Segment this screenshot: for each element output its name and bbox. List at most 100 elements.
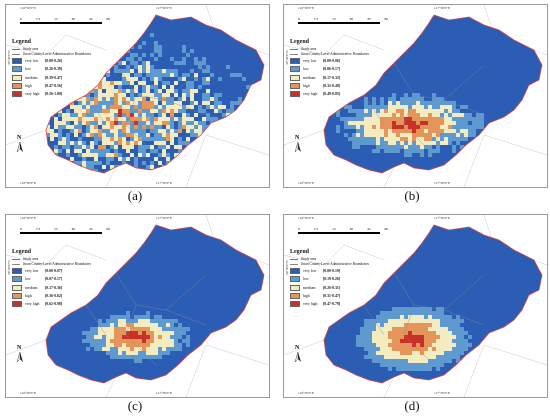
legend-class-label: low xyxy=(25,277,31,282)
legend-swatch xyxy=(12,66,22,73)
legend-swatch xyxy=(12,74,22,81)
lon-label-top-left: 116°30'0"E xyxy=(20,216,36,220)
study-area-outline xyxy=(323,14,543,174)
scale-tick: 60 xyxy=(384,17,388,21)
legend-class-label: very high xyxy=(303,301,318,306)
lon-label-top-right: 117°30'0"E xyxy=(434,216,450,220)
legend-class: medium [0.17-0.36] xyxy=(12,284,92,291)
legend-swatch xyxy=(290,66,300,73)
map-legend: Legend Study area Jinan County-Level Admin… xyxy=(12,249,92,307)
legend-class: medium [0.39-0.47] xyxy=(12,74,92,81)
scale-tick: 15 xyxy=(54,227,58,231)
legend-boundaries: Jinan County-Level Administrative Bounda… xyxy=(12,52,92,56)
legend-class-label: high xyxy=(25,83,32,88)
legend-swatch xyxy=(12,292,22,299)
legend-class-range: [0.00-0.06] xyxy=(323,59,341,64)
lon-label-bottom-right: 117°30'0"E xyxy=(156,391,172,395)
legend-class: very high [0.56-1.00] xyxy=(12,90,92,97)
caption-a: (a) xyxy=(127,188,143,203)
legend-class-label: high xyxy=(25,293,32,298)
legend-class-range: [0.47-0.56] xyxy=(45,83,63,88)
north-arrow-icon: N xyxy=(292,135,304,155)
legend-class: very high [0.62-0.98] xyxy=(12,300,92,307)
scale-tick: 45 xyxy=(89,227,93,231)
legend-class-range: [0.36-0.62] xyxy=(45,293,63,298)
scale-tick: 0 xyxy=(298,227,300,231)
legend-class-range: [0.06-0.17] xyxy=(323,67,341,72)
legend-boundaries: Jinan County-Level Administrative Bounda… xyxy=(12,262,92,266)
scale-tick: 15 xyxy=(332,227,336,231)
map-panel-c: 116°30'0"E 117°30'0"E 116°30'0"E 117°30'0"E… xyxy=(5,214,270,398)
legend-class-range: [0.00-0.07] xyxy=(45,269,63,274)
scale-tick: 7.5 xyxy=(313,17,319,21)
map-legend: Legend Study area Jinan County-Level Admin… xyxy=(12,39,92,97)
scale-tick: 15 xyxy=(332,17,336,21)
legend-class-range: [0.17-0.36] xyxy=(45,285,63,290)
legend-swatch xyxy=(290,82,300,89)
lat-label-left: 36°30'0"N xyxy=(285,260,289,275)
lon-label-top-left: 116°30'0"E xyxy=(20,6,36,10)
legend-class-range: [0.00-0.19] xyxy=(323,269,341,274)
legend-class: high [0.32-0.49] xyxy=(290,82,370,89)
legend-class-label: high xyxy=(303,83,310,88)
legend-swatch xyxy=(12,284,22,291)
scale-tick: 30 xyxy=(349,17,354,21)
map-svg xyxy=(6,5,269,187)
lon-label-bottom-left: 116°30'0"E xyxy=(298,391,314,395)
legend-class-label: very low xyxy=(303,59,317,64)
legend-class: very low [0.00-0.07] xyxy=(12,268,92,275)
legend-class-label: very low xyxy=(25,269,39,274)
lat-label-left: 36°30'0"N xyxy=(7,260,11,275)
legend-class: very low [0.00-0.26] xyxy=(12,58,92,65)
legend-class-range: [0.26-0.39] xyxy=(45,67,63,72)
county-boundaries xyxy=(363,62,485,156)
legend-class-range: [0.56-1.00] xyxy=(45,91,63,96)
legend-swatch xyxy=(12,58,22,65)
legend-study-area: Study area xyxy=(12,47,92,51)
scale-bar: 0 7.5 15 30 45 60 xyxy=(298,227,388,236)
legend-class-range: [0.49-0.85] xyxy=(323,91,341,96)
legend-class-label: low xyxy=(303,277,309,282)
legend-class: low [0.07-0.17] xyxy=(12,276,92,283)
legend-class-range: [0.62-0.98] xyxy=(45,301,63,306)
scale-tick: 7.5 xyxy=(35,227,41,231)
scale-tick: 45 xyxy=(367,17,371,21)
lon-label-bottom-left: 116°30'0"E xyxy=(20,391,36,395)
scale-tick: 15 xyxy=(54,17,58,21)
legend-study-area: Study area xyxy=(12,257,92,261)
legend-class-label: medium xyxy=(303,75,316,80)
legend-class: low [0.26-0.39] xyxy=(12,66,92,73)
legend-swatch xyxy=(12,268,22,275)
scale-tick: 45 xyxy=(367,227,371,231)
legend-class-label: very low xyxy=(303,269,317,274)
caption-c: (c) xyxy=(127,398,143,413)
legend-class-label: low xyxy=(303,67,309,72)
study-area-outline xyxy=(45,14,265,174)
legend-swatch xyxy=(12,90,22,97)
legend-class-label: medium xyxy=(303,285,316,290)
legend-class-range: [0.31-0.47] xyxy=(323,293,341,298)
lon-label-bottom-right: 117°30'0"E xyxy=(434,391,450,395)
lat-label-left: 36°30'0"N xyxy=(7,50,11,65)
legend-class-label: very high xyxy=(25,301,40,306)
lon-label-top-right: 117°30'0"E xyxy=(434,6,450,10)
legend-class-label: very high xyxy=(303,91,318,96)
north-arrow-icon: N xyxy=(14,345,26,365)
north-arrow-icon: N xyxy=(292,345,304,365)
legend-swatch xyxy=(290,292,300,299)
legend-class-label: medium xyxy=(25,75,38,80)
legend-swatch xyxy=(290,58,300,65)
lon-label-bottom-right: 117°30'0"E xyxy=(434,181,450,185)
scale-tick: 60 xyxy=(106,17,110,21)
legend-class: very high [0.49-0.85] xyxy=(290,90,370,97)
study-area-outline xyxy=(323,224,543,384)
scale-tick: 60 xyxy=(106,227,110,231)
legend-class: low [0.06-0.17] xyxy=(290,66,370,73)
scale-tick: 45 xyxy=(89,17,93,21)
map-panel-d: 116°30'0"E 117°30'0"E 116°30'0"E 117°30'0"E… xyxy=(283,214,548,398)
legend-class-label: low xyxy=(25,67,31,72)
legend-title: Legend xyxy=(12,39,32,45)
lon-label-top-left: 116°30'0"E xyxy=(298,216,314,220)
map-svg xyxy=(284,215,547,397)
county-boundaries xyxy=(85,62,207,156)
